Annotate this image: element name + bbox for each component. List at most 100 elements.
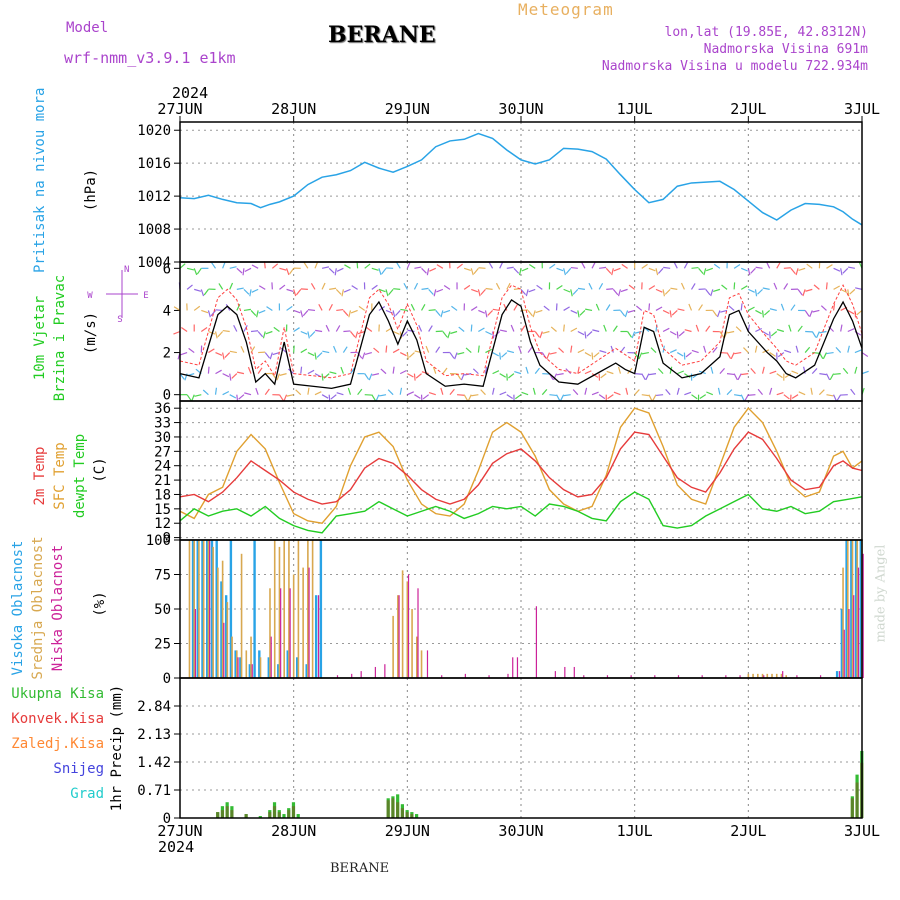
precip-conv-bar: [230, 810, 234, 818]
x-bottom-label: 1JUL: [617, 822, 653, 840]
temp-2m-line: [179, 431, 863, 505]
wind-arrow: [244, 267, 252, 273]
cloud-mid-bar: [747, 673, 750, 678]
precip-conv-bar: [855, 782, 859, 818]
wind-arrow: [833, 267, 841, 272]
precip-legend-conv: Konvek.Kisa: [11, 711, 104, 727]
wind-arrow: [705, 325, 711, 332]
wind-arrow: [194, 394, 202, 397]
x-top-label: 3JUL: [844, 100, 880, 118]
cloud-mid-bar: [236, 650, 238, 678]
wind-arrow: [442, 367, 448, 374]
wind-arrow: [492, 352, 500, 357]
cloud-low-bar: [725, 675, 727, 678]
wind-arrow: [307, 387, 310, 395]
wind-arrow: [477, 345, 480, 353]
precip-legend-snow: Snijeg: [53, 761, 104, 777]
wind-arrow: [803, 366, 806, 374]
wind-arrow: [393, 288, 401, 290]
wind-arrow: [720, 309, 728, 313]
wind-arrow: [211, 262, 217, 269]
wind-arrow: [627, 331, 633, 338]
wind-arrow: [428, 325, 433, 332]
wind-arrow: [264, 352, 271, 359]
wind-arrow: [691, 266, 699, 269]
cloud-mid-bar: [297, 540, 300, 678]
wind-arrow: [484, 310, 488, 318]
precip-conv-bar: [386, 800, 390, 818]
wind-arrow: [762, 287, 770, 290]
wind-arrow: [577, 330, 585, 336]
wind-arrow: [634, 373, 642, 375]
wind-arrow: [418, 324, 423, 332]
wind-arrow: [364, 351, 372, 356]
wind-arrow: [684, 329, 692, 333]
cloud-mid-bar: [771, 673, 773, 678]
wind-arrow: [570, 309, 578, 314]
wind-arrow: [535, 309, 543, 314]
wind-arrow: [392, 348, 400, 354]
wind-arrow: [703, 268, 707, 276]
cloud-mid-bar: [766, 673, 769, 678]
wind-arrow: [380, 368, 387, 375]
wind-arrow: [396, 262, 401, 269]
wind-arrow: [716, 310, 721, 318]
wind-arrow: [563, 394, 571, 397]
wind-arrow: [217, 331, 224, 338]
cloud-low-bar: [701, 675, 703, 678]
wind-arrow: [300, 348, 308, 354]
wind-arrow: [856, 309, 863, 316]
wind-arrow: [465, 347, 472, 354]
x-top-label: 30JUN: [498, 100, 543, 118]
wind-arrow: [743, 347, 749, 353]
wind-arrow: [565, 267, 572, 275]
cloud-low-bar: [630, 675, 632, 678]
x-bottom-label: 2JUL: [730, 822, 766, 840]
wind-arrow: [591, 352, 594, 360]
wind-arrow: [850, 388, 856, 396]
wind-arrow: [236, 371, 245, 375]
wind-arrow: [467, 394, 472, 402]
wind-arrow: [797, 289, 803, 296]
precip-conv-bar: [268, 812, 272, 818]
wind-arrow: [392, 366, 395, 374]
wind-arrow: [250, 330, 259, 333]
wind-arrow: [586, 331, 593, 337]
wind-arrow: [810, 387, 813, 395]
wind-arrow: [514, 394, 522, 400]
wind-arrow: [549, 263, 556, 269]
cloud-mid-bar: [851, 540, 854, 678]
wind-arrow: [755, 327, 763, 333]
wind-arrow: [795, 268, 799, 276]
y-tick-label: 33: [154, 416, 171, 432]
wind-arrow: [761, 310, 764, 318]
wind-arrow: [529, 264, 536, 269]
cloud-low-bar: [763, 675, 765, 678]
wind-arrow: [833, 373, 841, 375]
cloud-low-bar: [843, 629, 845, 678]
wind-arrow: [457, 394, 465, 396]
wind-arrow: [662, 309, 670, 315]
wind-arrow: [371, 267, 379, 271]
wind-arrow: [783, 283, 789, 290]
wind-arrow: [414, 266, 422, 269]
cloud-mid-bar: [775, 673, 778, 678]
wind-arrow: [565, 368, 572, 375]
wind-arrow: [447, 331, 451, 339]
wind-arrow: [422, 394, 430, 400]
wind-arrow: [229, 350, 237, 354]
wind-arrow: [755, 309, 762, 315]
y-tick-label: 1020: [137, 123, 171, 139]
wind-arrow: [656, 394, 664, 397]
wind-arrow: [351, 285, 358, 290]
wind-arrow: [581, 261, 586, 269]
cloud-high-bar: [201, 540, 204, 678]
cloud-low-bar: [270, 636, 272, 678]
wind-arrow: [572, 288, 579, 295]
wind-arrow: [480, 288, 486, 296]
wind-arrow: [577, 348, 585, 354]
wind-arrow: [470, 306, 478, 311]
wind-arrow: [645, 373, 650, 381]
wind-arrow: [825, 373, 831, 381]
cloud-high-bar: [305, 664, 308, 678]
